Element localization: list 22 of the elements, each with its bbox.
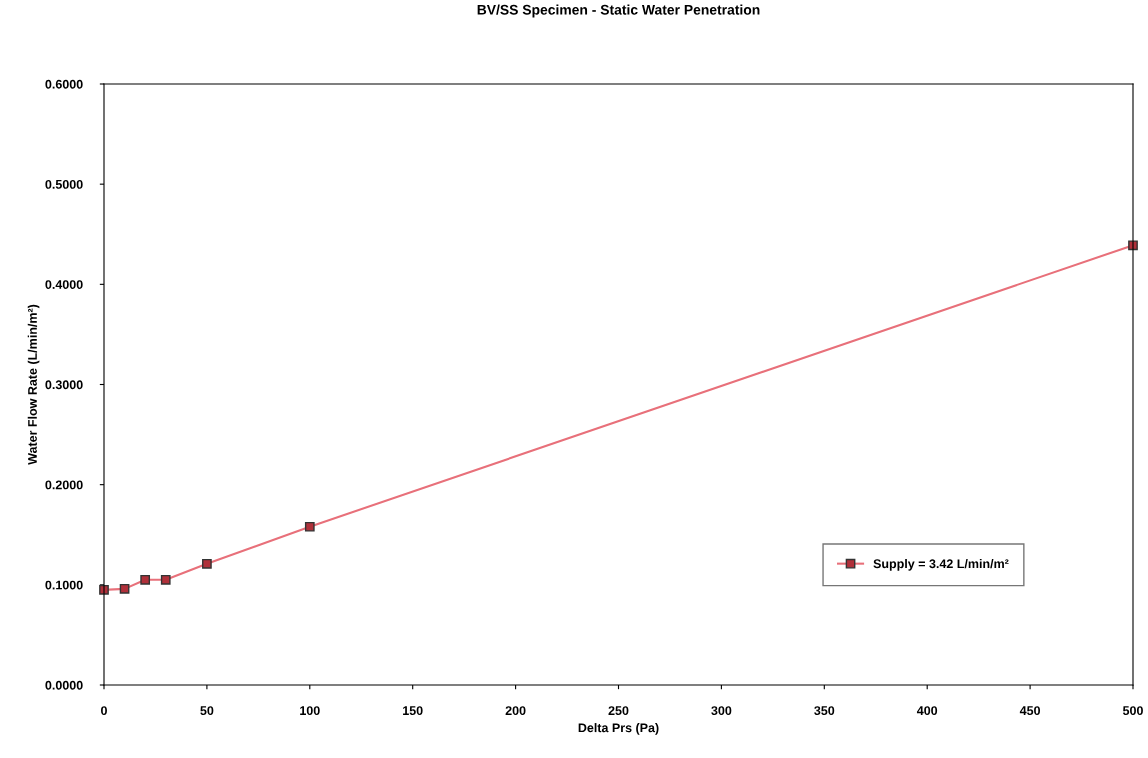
x-tick-label: 150 [403,706,423,716]
x-tick-label: 250 [608,706,629,716]
x-tick-label: 0 [101,706,107,716]
y-tick-label: 0.6000 [45,79,83,89]
chart-title: BV/SS Specimen - Static Water Penetration [477,4,760,18]
x-tick-label: 450 [1019,706,1041,716]
x-tick-label: 300 [711,706,732,716]
x-tick-label: 500 [1122,706,1143,716]
x-tick-label: 400 [916,706,938,716]
x-tick-label: 50 [200,706,214,716]
y-tick-label: 0.5000 [45,179,83,189]
x-axis-title: Delta Prs (Pa) [578,723,659,735]
x-tick-label: 100 [300,706,320,716]
legend-label: Supply = 3.42 L/min/m² [873,558,1009,571]
y-tick-label: 0.1000 [45,580,83,590]
y-axis-title: Water Flow Rate (L/min/m²) [27,304,40,465]
x-tick-label: 350 [814,706,835,716]
y-tick-label: 0.0000 [45,680,83,690]
x-tick-label: 200 [505,706,526,716]
y-tick-label: 0.2000 [45,480,83,490]
y-tick-label: 0.4000 [45,280,83,289]
y-tick-label: 0.3000 [45,380,83,390]
